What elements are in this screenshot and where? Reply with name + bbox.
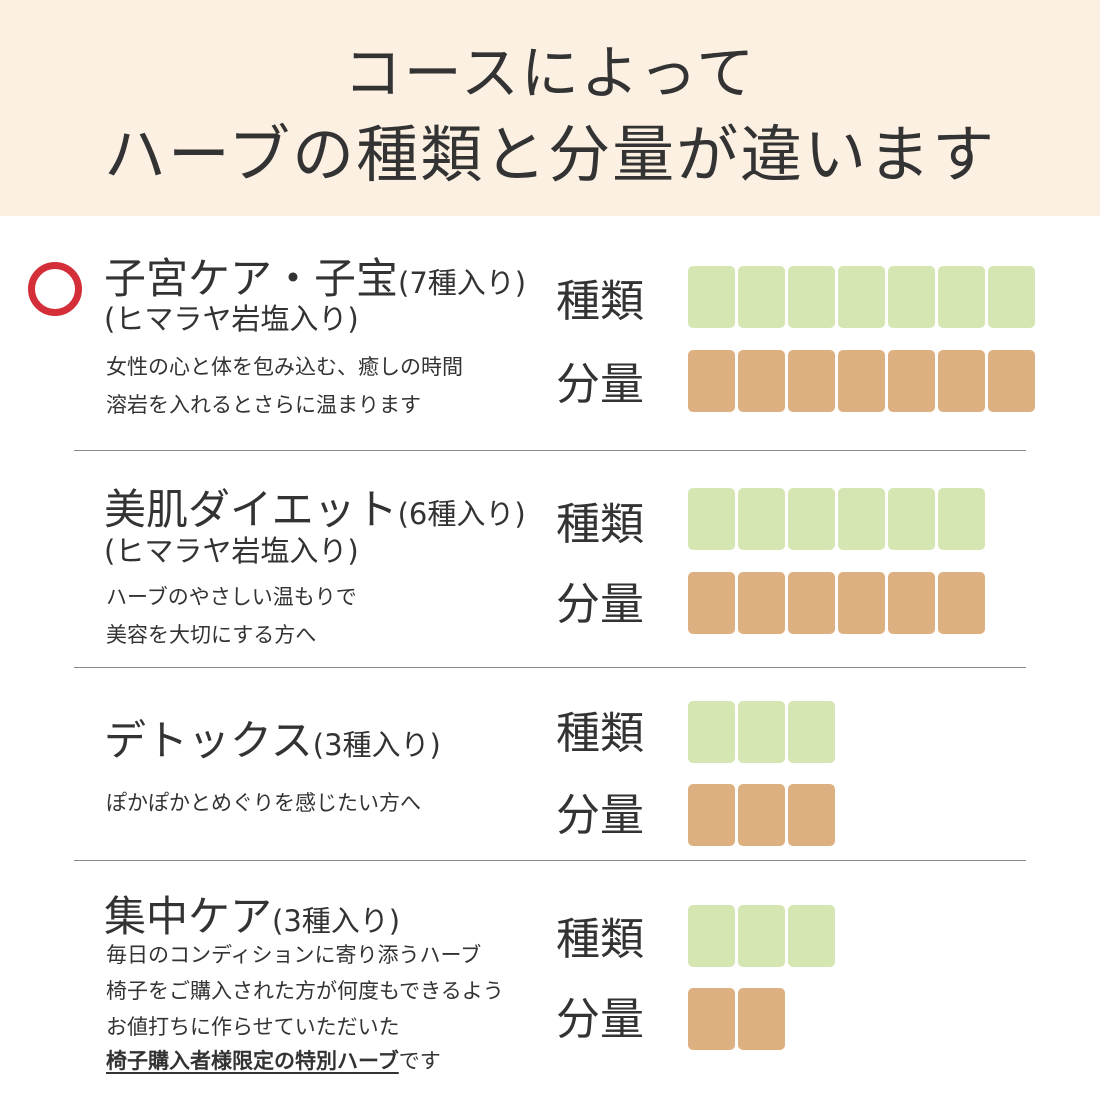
kind-block — [838, 488, 885, 550]
course-desc-line: ハーブのやさしい温もりで — [106, 585, 357, 609]
kind-label: 種類 — [556, 276, 644, 327]
course-desc-line: 溶岩を入れるとさらに温まります — [106, 393, 421, 417]
amount-label: 分量 — [556, 359, 644, 410]
course-desc-line: ぽかぽかとめぐりを感じたい方へ — [106, 791, 421, 815]
kind-label: 種類 — [556, 499, 644, 550]
course-count: (3種入り) — [272, 904, 401, 938]
kind-block — [688, 488, 735, 550]
course-subtitle: (ヒマラヤ岩塩入り) — [104, 534, 359, 568]
amount-label: 分量 — [556, 579, 644, 630]
course-detox: デトックス(3種入り) ぽかぽかとめぐりを感じたい方へ 種類 分量 — [74, 685, 1026, 861]
amount-block — [938, 350, 985, 412]
course-desc-line: 美容を大切にする方へ — [106, 623, 317, 647]
course-desc-line: お値打ちに作らせていただいた — [106, 1015, 400, 1039]
course-count: (7種入り) — [398, 266, 527, 300]
course-name: 集中ケア — [104, 892, 273, 941]
kind-label: 種類 — [556, 708, 644, 759]
course-name: デトックス — [104, 716, 313, 765]
amount-block — [788, 350, 835, 412]
amount-block — [738, 988, 785, 1050]
kind-block — [738, 266, 785, 328]
course-intensive-care: 集中ケア(3種入り) 毎日のコンディションに寄り添うハーブ 椅子をご購入された方… — [74, 880, 1026, 1090]
kind-blocks — [688, 701, 835, 763]
kind-blocks — [688, 905, 835, 967]
heading-line-1: コースによって — [343, 39, 757, 107]
limited-herb-emphasis: 椅子購入者様限定の特別ハーブ — [106, 1049, 399, 1073]
amount-block — [688, 572, 735, 634]
amount-block — [738, 572, 785, 634]
amount-block — [788, 784, 835, 846]
course-title: 子宮ケア・子宝(7種入り) — [104, 245, 526, 306]
kind-block — [788, 266, 835, 328]
course-womb-care: 子宮ケア・子宝(7種入り) (ヒマラヤ岩塩入り) 女性の心と体を包み込む、癒しの… — [74, 240, 1035, 450]
amount-block — [888, 350, 935, 412]
course-title: デトックス(3種入り) — [104, 707, 441, 768]
course-title: 美肌ダイエット(6種入り) — [104, 476, 526, 537]
course-title: 集中ケア(3種入り) — [104, 883, 400, 944]
amount-block — [788, 572, 835, 634]
kind-block — [888, 488, 935, 550]
amount-label: 分量 — [556, 790, 644, 841]
kind-block — [988, 266, 1035, 328]
amount-block — [688, 784, 735, 846]
course-desc-emphasis-line: 椅子購入者様限定の特別ハーブです — [106, 1042, 441, 1080]
kind-block — [938, 266, 985, 328]
selected-circle-icon — [28, 262, 82, 316]
course-name: 子宮ケア・子宝 — [104, 254, 399, 303]
kind-block — [838, 266, 885, 328]
kind-block — [788, 905, 835, 967]
amount-block — [738, 784, 785, 846]
course-desc-line: 女性の心と体を包み込む、癒しの時間 — [106, 355, 463, 379]
section-divider — [74, 450, 1026, 451]
amount-block — [988, 350, 1035, 412]
course-subtitle: (ヒマラヤ岩塩入り) — [104, 302, 359, 336]
course-count: (6種入り) — [397, 497, 526, 531]
kind-block — [788, 488, 835, 550]
header-banner: コースによって ハーブの種類と分量が違います — [0, 0, 1100, 216]
course-beauty-diet: 美肌ダイエット(6種入り) (ヒマラヤ岩塩入り) ハーブのやさしい温もりで 美容… — [74, 470, 1026, 668]
amount-blocks — [688, 572, 985, 634]
amount-block — [938, 572, 985, 634]
course-name: 美肌ダイエット — [104, 485, 398, 534]
kind-block — [738, 905, 785, 967]
heading-line-2: ハーブの種類と分量が違います — [103, 118, 997, 191]
course-desc-line: 毎日のコンディションに寄り添うハーブ — [106, 943, 482, 967]
kind-label: 種類 — [556, 914, 644, 965]
kind-blocks — [688, 488, 985, 550]
course-desc-line: 椅子をご購入された方が何度もできるよう — [106, 979, 504, 1003]
kind-block — [688, 266, 735, 328]
course-count: (3種入り) — [312, 728, 441, 762]
amount-block — [838, 572, 885, 634]
kind-block — [738, 701, 785, 763]
amount-block — [838, 350, 885, 412]
amount-blocks — [688, 784, 835, 846]
kind-blocks — [688, 266, 1035, 328]
amount-blocks — [688, 350, 1035, 412]
kind-block — [688, 701, 735, 763]
amount-blocks — [688, 988, 785, 1050]
kind-block — [738, 488, 785, 550]
kind-block — [888, 266, 935, 328]
section-divider — [74, 860, 1026, 861]
amount-block — [738, 350, 785, 412]
amount-label: 分量 — [556, 994, 644, 1045]
amount-block — [688, 988, 735, 1050]
amount-block — [888, 572, 935, 634]
section-divider — [74, 667, 1026, 668]
amount-block — [688, 350, 735, 412]
kind-block — [788, 701, 835, 763]
desc-tail: です — [398, 1049, 441, 1073]
kind-block — [688, 905, 735, 967]
kind-block — [938, 488, 985, 550]
